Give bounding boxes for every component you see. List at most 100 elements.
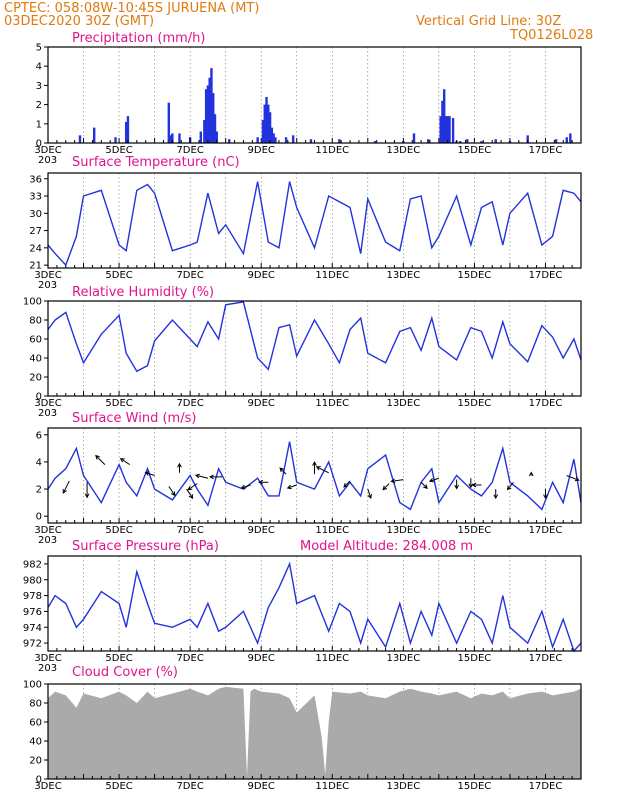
wind-vector (187, 483, 198, 491)
wind-vector-head (144, 471, 150, 476)
precip-bar (565, 137, 568, 143)
wind-vector (194, 473, 209, 479)
wind-vector-shaft (429, 477, 440, 482)
precip-bar (267, 104, 270, 143)
wind-vector-head (343, 482, 349, 488)
x-date-label: 17DEC (529, 653, 563, 664)
precip-bar (210, 68, 213, 143)
wind-vector-head (471, 482, 477, 488)
wind-vector-head (574, 476, 580, 482)
wind-vector (506, 481, 514, 491)
precip-bar (212, 93, 215, 143)
precip-bar (167, 102, 171, 143)
x-date-label: 7DEC (176, 525, 203, 536)
panel-relative-humidity: Relative Humidity (%) 0 20 40 60 80 100 3DEC 5D… (23, 285, 582, 419)
wind-vector-shaft (367, 488, 372, 499)
precip-bar (291, 135, 295, 143)
precip-bar (178, 133, 181, 143)
wind-vector (286, 484, 297, 490)
wind-vector-shaft (168, 486, 176, 496)
wind-vector-head (312, 461, 317, 466)
wind-vector (566, 475, 580, 482)
x-date-label: 5DEC (105, 653, 132, 664)
panel-surface-wind: Surface Wind (m/s) 0 2 4 6 3DEC 5DEC 7DEC 9DEC 1… (34, 411, 582, 546)
x-date-label: 9DEC (248, 398, 275, 409)
precip-bar (256, 137, 259, 143)
wind-vector-head (240, 484, 246, 490)
x-date-label: 17DEC (529, 525, 563, 536)
wind-vector-shaft (420, 481, 428, 489)
wind-vector-head (95, 454, 100, 460)
wind-vector-shaft (120, 458, 131, 466)
x-date-label: 15DEC (458, 398, 492, 409)
precip-bar (554, 139, 558, 143)
x-date-label: 3DEC (34, 270, 61, 281)
rh-line (47, 301, 582, 373)
wind-vector-shaft (382, 483, 390, 490)
wind-vector (62, 480, 70, 494)
wind-vector (315, 466, 329, 474)
pressure-title: Surface Pressure (hPa) (72, 539, 219, 554)
x-date-label: 13DEC (386, 525, 420, 536)
temperature-title: Surface Temperature (nC) (72, 155, 240, 170)
x-date-label: 11DEC (315, 398, 349, 409)
x-date-label: 11DEC (315, 781, 349, 792)
wind-vector-shaft (186, 488, 193, 499)
wind-vector (312, 461, 317, 475)
wind-vector (95, 454, 106, 465)
header-location: CPTEC: 058:08W-10:45S JURUENA (MT) (4, 1, 259, 16)
x-date-label: 15DEC (458, 270, 492, 281)
y-tick-label: 80 (29, 316, 42, 327)
wind-vector (390, 478, 404, 484)
precip-bar (466, 139, 469, 143)
wind-vector-shaft (241, 484, 251, 489)
x-date-label: 11DEC (315, 653, 349, 664)
panel-surface-temperature: Surface Temperature (nC) 21 24 27 30 33 36 3DE… (29, 155, 582, 291)
y-tick-label: 976 (23, 607, 42, 618)
wind-vector-head (390, 478, 396, 484)
y-tick-label: 21 (29, 261, 42, 272)
panel-cloud-cover: Cloud Cover (%) 0 20 40 60 80 100 3DEC 5DEC 7DEC… (23, 665, 582, 792)
wind-vector (119, 458, 131, 466)
y-tick-label: 60 (29, 335, 42, 346)
precip-bar (569, 133, 572, 143)
header-init-time: 03DEC2020 30Z (GMT) (4, 14, 154, 29)
wind-vector (168, 486, 176, 497)
wind-vector (84, 482, 90, 499)
x-year-label: 203 (38, 535, 57, 546)
wind-vector-shaft (62, 480, 70, 494)
precip-bar (215, 131, 218, 143)
x-date-label: 7DEC (176, 781, 203, 792)
precipitation-title: Precipitation (mm/h) (72, 31, 205, 46)
x-date-label: 7DEC (176, 398, 203, 409)
precip-bar (126, 116, 130, 143)
wind-line (47, 441, 582, 511)
wind-vector-shaft (566, 475, 579, 481)
y-tick-label: 24 (29, 243, 42, 254)
precip-bar (228, 139, 231, 143)
x-year-label: 203 (38, 280, 57, 291)
precip-bar (441, 100, 444, 143)
panel-surface-pressure: Surface Pressure (hPa) Model Altitude: 2… (23, 539, 582, 674)
wind-vector (144, 471, 155, 476)
precip-bar (213, 114, 217, 143)
precip-bar (444, 116, 448, 143)
precip-bar (270, 127, 274, 143)
x-date-label: 11DEC (315, 270, 349, 281)
wind-vector (468, 478, 474, 489)
y-tick-label: 5 (36, 43, 42, 54)
x-date-label: 5DEC (105, 781, 132, 792)
wind-vector-head (382, 485, 388, 491)
precip-bar (171, 133, 174, 143)
precip-bar (78, 135, 82, 143)
wind-vector-head (423, 484, 428, 490)
x-date-label: 7DEC (176, 653, 203, 664)
precip-bar (92, 127, 96, 143)
precip-bar (373, 141, 377, 143)
wind-vector-head (187, 485, 193, 491)
wind-vector-head (177, 462, 182, 468)
x-date-label: 5DEC (105, 398, 132, 409)
wind-vector (258, 479, 269, 485)
wind-vector (240, 484, 251, 490)
